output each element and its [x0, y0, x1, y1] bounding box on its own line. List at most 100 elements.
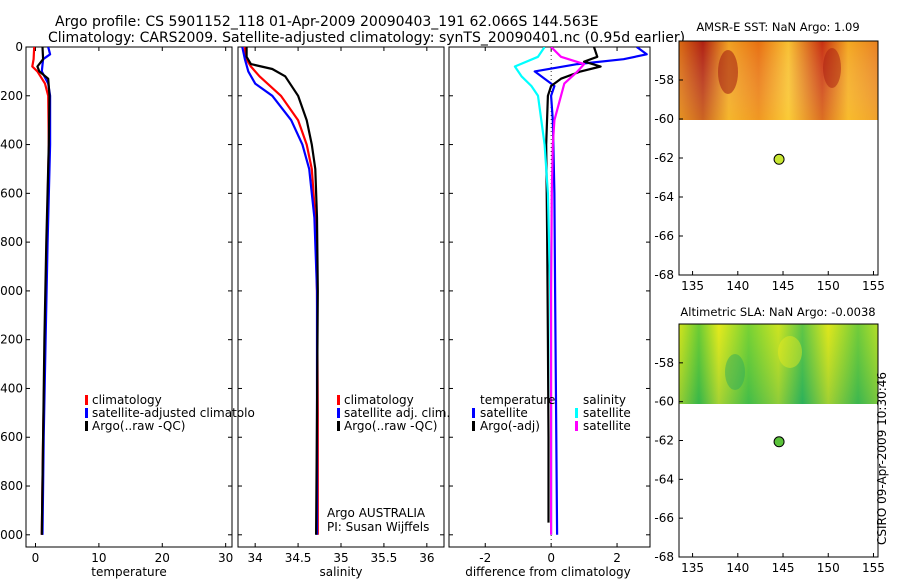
sst-map-title: AMSR-E SST: NaN Argo: 1.09 — [696, 20, 859, 34]
footer-stamp: CSIRO 09-Apr-2009 10:30:46 — [875, 372, 889, 545]
legend-header-temperature: temperature — [480, 393, 555, 407]
xtick-label: 10 — [91, 551, 106, 565]
sst-warm-eddy — [718, 50, 738, 94]
legend-label-argo: Argo(..raw -QC) — [344, 419, 437, 433]
salinity-axes-frame — [237, 46, 445, 548]
difference-xlabel: difference from climatology — [465, 565, 631, 579]
xtick-label: 20 — [155, 551, 170, 565]
ytick-label: 200 — [0, 89, 23, 103]
legend-swatch-satellite — [337, 408, 340, 418]
sla-field-shade — [679, 324, 878, 404]
salinity-panel: 34 34.5 35 35.5 36 salinity climatology sate… — [237, 46, 450, 579]
legend-label-climatology: climatology — [92, 393, 162, 407]
xtick-label: 2 — [613, 551, 621, 565]
legend-swatch-climatology — [85, 395, 88, 405]
legend-label-sal-argo: satellite — [583, 419, 631, 433]
sst-map-panel: AMSR-E SST: NaN Argo: 1.09 135 140 145 150 1… — [654, 20, 885, 293]
ytick-label: 1600 — [0, 430, 23, 444]
map-xtick-label: 135 — [681, 279, 704, 293]
map-xtick-label: 145 — [772, 561, 795, 575]
difference-lines — [513, 47, 648, 535]
salinity-yticks — [238, 46, 444, 536]
map-ytick-label: -66 — [654, 511, 674, 525]
sla-map-title: Altimetric SLA: NaN Argo: -0.0038 — [680, 305, 875, 319]
map-ytick-label: -64 — [654, 472, 674, 486]
xtick-label: 0 — [32, 551, 40, 565]
salinity-xticks: 34 34.5 35 35.5 36 — [248, 47, 434, 565]
series-line-temperature-satellite — [533, 47, 648, 535]
figure-title-line2: Climatology: CARS2009. Satellite-adjuste… — [48, 30, 685, 46]
xtick-label: 0 — [547, 551, 555, 565]
sla-map-panel: Altimetric SLA: NaN Argo: -0.0038 135 140… — [654, 305, 885, 575]
temperature-panel: 0 200 400 600 800 1000 1200 1400 1600 1800 2000 0 1… — [0, 40, 255, 579]
ytick-label: 1800 — [0, 479, 23, 493]
salinity-xlabel: salinity — [319, 565, 362, 579]
ytick-label: 2000 — [0, 528, 23, 542]
difference-panel: -2 0 2 difference from climatology tempera… — [448, 46, 651, 579]
difference-axes-frame — [448, 46, 651, 548]
map-ytick-label: -60 — [654, 395, 674, 409]
sla-eddy — [725, 354, 745, 390]
xtick-label: -2 — [479, 551, 491, 565]
difference-legend: temperature salinity satellite Argo(-adj… — [472, 393, 631, 433]
map-xtick-label: 155 — [862, 279, 885, 293]
legend-label-sal-satellite: satellite — [583, 406, 631, 420]
series-line-salinity-argo-adj- — [549, 47, 586, 535]
map-xtick-label: 140 — [726, 279, 749, 293]
annotation-argo-australia: Argo AUSTRALIA — [327, 506, 426, 520]
map-ytick-label: -68 — [654, 550, 674, 564]
xtick-label: 36 — [419, 551, 434, 565]
xtick-label: 35 — [333, 551, 348, 565]
map-xtick-label: 135 — [681, 561, 704, 575]
legend-swatch-argo — [85, 421, 88, 431]
figure-title-line1: Argo profile: CS 5901152_118 01-Apr-2009… — [55, 14, 599, 30]
map-ytick-label: -62 — [654, 434, 674, 448]
salinity-legend: climatology satellite adj. clim. Argo(..… — [337, 393, 450, 433]
legend-swatch-sal-argo — [575, 421, 578, 431]
legend-label-climatology: climatology — [344, 393, 414, 407]
argo-float-marker — [773, 436, 785, 448]
xtick-label: 35.5 — [371, 551, 398, 565]
map-ytick-label: -66 — [654, 229, 674, 243]
legend-label-satellite: satellite-adjusted climatolo — [92, 406, 255, 420]
map-xtick-label: 150 — [817, 279, 840, 293]
series-line-argo-raw-qc- — [36, 47, 51, 535]
map-xtick-label: 150 — [817, 561, 840, 575]
temperature-legend: climatology satellite-adjusted climatolo… — [85, 393, 255, 433]
map-ytick-label: -64 — [654, 190, 674, 204]
map-ytick-label: -60 — [654, 112, 674, 126]
ytick-label: 800 — [0, 235, 23, 249]
salinity-lines — [241, 47, 319, 535]
temperature-lines — [31, 47, 52, 535]
map-ytick-label: -58 — [654, 356, 674, 370]
temperature-xlabel: temperature — [91, 565, 166, 579]
ytick-label: 400 — [0, 138, 23, 152]
map-ytick-label: -62 — [654, 151, 674, 165]
series-line-salinity-satellite — [513, 47, 553, 535]
xtick-label: 34.5 — [285, 551, 312, 565]
legend-label-satellite: satellite adj. clim. — [344, 406, 450, 420]
legend-label-temp-argo: Argo(-adj) — [480, 419, 540, 433]
difference-yticks — [449, 46, 650, 536]
ytick-label: 1000 — [0, 284, 23, 298]
ytick-label: 1400 — [0, 381, 23, 395]
legend-swatch-sal-satellite — [575, 408, 578, 418]
map-xtick-label: 155 — [862, 561, 885, 575]
sst-warm-eddy — [823, 48, 841, 88]
ytick-label: 600 — [0, 186, 23, 200]
sla-ticks: 135 140 145 150 155 -58 -60 -62 -64 -66 -68 — [654, 356, 885, 575]
legend-swatch-satellite — [85, 408, 88, 418]
legend-header-salinity: salinity — [583, 393, 626, 407]
legend-swatch-temp-satellite — [472, 408, 475, 418]
map-ytick-label: -58 — [654, 73, 674, 87]
map-ytick-label: -68 — [654, 268, 674, 282]
xtick-label: 30 — [218, 551, 233, 565]
temperature-xticks: 0 10 20 30 — [32, 47, 233, 565]
series-line-temperature-argo-adj- — [545, 47, 602, 523]
xtick-label: 34 — [248, 551, 263, 565]
series-line-argo-raw-qc- — [245, 47, 319, 535]
legend-label-temp-satellite: satellite — [480, 406, 528, 420]
annotation-pi: PI: Susan Wijffels — [327, 520, 429, 534]
sst-field-shade — [679, 41, 878, 120]
